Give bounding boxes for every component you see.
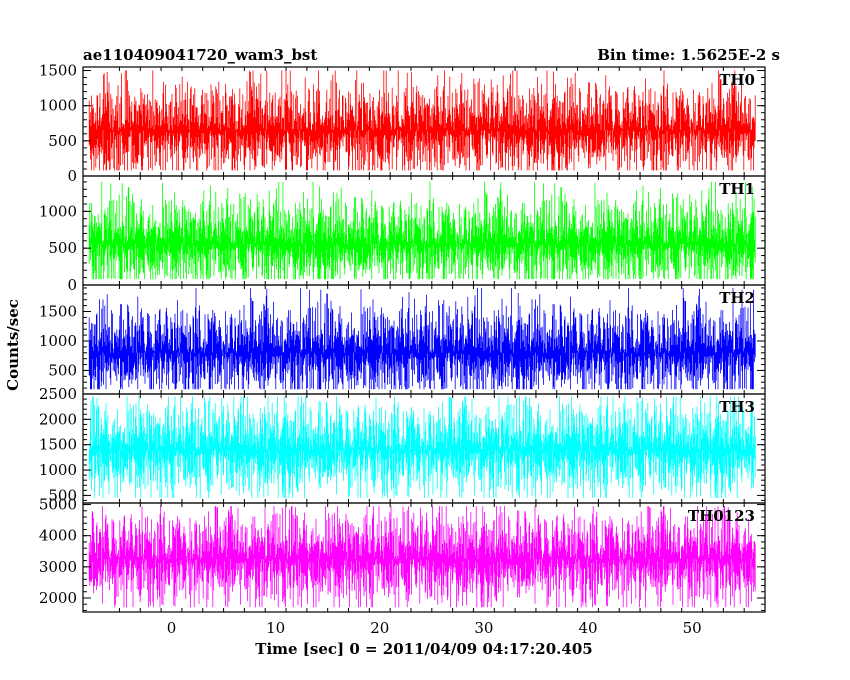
x-tick-label: 40: [578, 619, 597, 637]
series-line-th0: [88, 70, 756, 171]
series-line-th3: [88, 396, 756, 498]
series-label-th1: TH1: [719, 180, 755, 198]
series-line-th1: [88, 181, 756, 280]
y-tick-label: 500: [48, 239, 77, 257]
y-tick-label: 1000: [39, 97, 77, 115]
x-tick-label: 20: [370, 619, 389, 637]
panel-th3: 500 1000 1500 2000 2500 TH3: [39, 385, 766, 504]
y-tick-label: 500: [48, 361, 77, 379]
series-line-th0123: [88, 506, 756, 608]
x-tick-label: 30: [474, 619, 493, 637]
y-tick-label: 2000: [39, 410, 77, 428]
y-tick-label: 1000: [39, 461, 77, 479]
panel-th2: 500 1000 1500 TH2: [39, 284, 766, 395]
series-label-th2: TH2: [719, 289, 755, 307]
series-label-th0: TH0: [719, 71, 755, 89]
x-tick-label: 10: [266, 619, 285, 637]
chart-title-left: ae110409041720_wam3_bst: [83, 46, 317, 64]
y-tick-label: 5000: [39, 496, 77, 514]
x-axis-label: Time [sec] 0 = 2011/04/09 04:17:20.405: [255, 640, 592, 658]
y-tick-label: 1000: [39, 202, 77, 220]
series-label-th0123: TH0123: [688, 507, 755, 525]
y-axis-label: Counts/sec: [4, 299, 22, 391]
y-tick-label: 500: [48, 132, 77, 150]
panel-th0123: 2000 3000 4000 5000 TH0123: [39, 496, 766, 613]
x-tick-label: 50: [683, 619, 702, 637]
y-tick-label: 3000: [39, 558, 77, 576]
series-line-th2: [88, 287, 756, 390]
panels: 050010001500TH005001000TH150010001500TH2…: [39, 62, 766, 637]
y-tick-label: 0: [67, 167, 77, 185]
y-tick-label: 2000: [39, 589, 77, 607]
y-tick-label: 500: [48, 486, 77, 504]
panel-frame: [82, 502, 766, 613]
y-tick-label: 0: [67, 276, 77, 294]
y-tick-label: 1500: [39, 436, 77, 454]
panel-th1: 0 500 1000 TH1: [39, 175, 766, 294]
y-tick-label: 1500: [39, 303, 77, 321]
y-tick-label: 1000: [39, 332, 77, 350]
y-tick-label: 2500: [39, 385, 77, 403]
x-tick-label: 0: [167, 619, 177, 637]
panel-th0: 0 500 1000 1500 TH0: [39, 62, 766, 185]
y-tick-label: 1500: [39, 62, 77, 80]
y-tick-label: 4000: [39, 527, 77, 545]
series-label-th3: TH3: [719, 398, 755, 416]
chart-title-right: Bin time: 1.5625E-2 s: [597, 46, 780, 64]
